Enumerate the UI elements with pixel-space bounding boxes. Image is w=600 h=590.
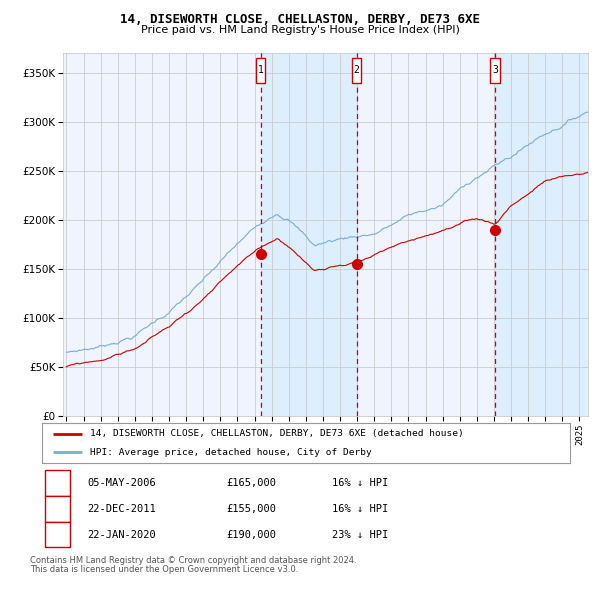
Text: HPI: Average price, detached house, City of Derby: HPI: Average price, detached house, City… [89, 448, 371, 457]
Text: Price paid vs. HM Land Registry's House Price Index (HPI): Price paid vs. HM Land Registry's House … [140, 25, 460, 35]
Text: £155,000: £155,000 [227, 504, 277, 514]
Text: 22-DEC-2011: 22-DEC-2011 [87, 504, 155, 514]
Text: 05-MAY-2006: 05-MAY-2006 [87, 478, 155, 488]
FancyBboxPatch shape [44, 496, 70, 522]
Text: £165,000: £165,000 [227, 478, 277, 488]
Text: Contains HM Land Registry data © Crown copyright and database right 2024.: Contains HM Land Registry data © Crown c… [30, 556, 356, 565]
Text: 2: 2 [353, 65, 359, 76]
Text: 2: 2 [54, 504, 61, 514]
Text: 16% ↓ HPI: 16% ↓ HPI [332, 504, 389, 514]
Bar [256, 58, 265, 83]
Text: 1: 1 [54, 478, 61, 488]
Text: 1: 1 [257, 65, 263, 76]
Bar [352, 58, 361, 83]
Text: 14, DISEWORTH CLOSE, CHELLASTON, DERBY, DE73 6XE (detached house): 14, DISEWORTH CLOSE, CHELLASTON, DERBY, … [89, 430, 463, 438]
Bar [495, 53, 588, 416]
Text: 23% ↓ HPI: 23% ↓ HPI [332, 530, 389, 539]
Text: 3: 3 [54, 530, 61, 539]
FancyBboxPatch shape [44, 470, 70, 496]
FancyBboxPatch shape [44, 522, 70, 548]
Text: 3: 3 [492, 65, 498, 76]
Bar [490, 58, 500, 83]
Text: 14, DISEWORTH CLOSE, CHELLASTON, DERBY, DE73 6XE: 14, DISEWORTH CLOSE, CHELLASTON, DERBY, … [120, 13, 480, 26]
Text: This data is licensed under the Open Government Licence v3.0.: This data is licensed under the Open Gov… [30, 565, 298, 574]
Text: £190,000: £190,000 [227, 530, 277, 539]
Text: 22-JAN-2020: 22-JAN-2020 [87, 530, 155, 539]
Text: 16% ↓ HPI: 16% ↓ HPI [332, 478, 389, 488]
Bar [260, 53, 356, 416]
